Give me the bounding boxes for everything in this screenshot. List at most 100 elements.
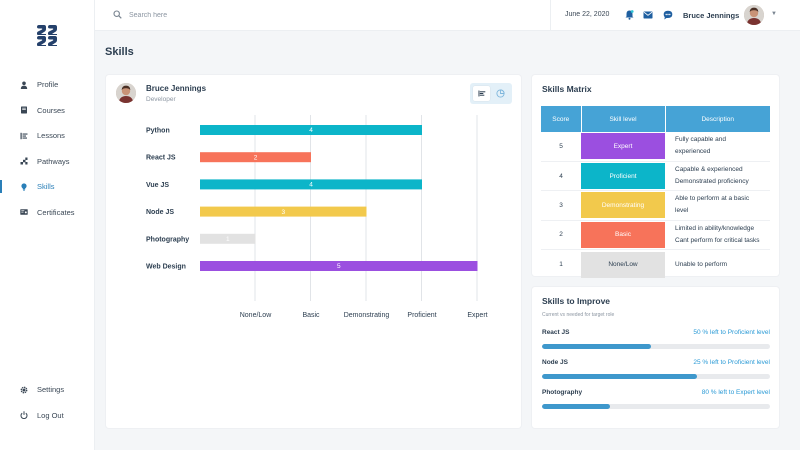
category-label: Photography bbox=[146, 236, 189, 243]
bar[interactable] bbox=[200, 233, 256, 244]
table-row: 5 Expert Fully capable and experienced bbox=[541, 132, 770, 162]
bar[interactable] bbox=[200, 125, 422, 135]
chat-icon[interactable] bbox=[663, 10, 673, 20]
bar-view-button[interactable] bbox=[473, 86, 490, 101]
improve-status: 25 % left to Proficient level bbox=[693, 359, 770, 366]
level-cell: Demonstrating bbox=[581, 190, 665, 221]
sidebar-item-pathways[interactable]: Pathways bbox=[0, 149, 95, 175]
sidebar-item-lessons[interactable]: Lessons bbox=[0, 123, 95, 149]
improve-status: 50 % left to Proficient level bbox=[693, 329, 770, 336]
sidebar-item-skills[interactable]: Skills bbox=[0, 174, 95, 200]
bar-value-label: 2 bbox=[254, 154, 258, 161]
sidebar-item-courses[interactable]: Courses bbox=[0, 98, 95, 124]
sidebar-item-certificates[interactable]: Certificates bbox=[0, 200, 95, 226]
score-cell: 5 bbox=[541, 132, 581, 162]
table-row: 3 Demonstrating Able to perform at a basic… bbox=[541, 190, 770, 221]
progress-track bbox=[542, 344, 770, 349]
description-line: Able to perform at a basic bbox=[675, 195, 750, 203]
improve-status: 80 % left to Expert level bbox=[701, 389, 770, 396]
skill-level-badge: Proficient bbox=[581, 163, 665, 190]
score-cell: 4 bbox=[541, 161, 581, 192]
level-cell: Basic bbox=[581, 220, 665, 251]
skills-matrix-table: Score Skill level Description 5 Expert Ful… bbox=[541, 106, 770, 279]
search-icon bbox=[113, 10, 122, 19]
progress-track bbox=[542, 374, 770, 379]
improve-title: Skills to Improve bbox=[542, 296, 611, 306]
description-cell: Fully capable and experienced bbox=[665, 132, 770, 162]
bar-value-label: 4 bbox=[309, 127, 313, 134]
column-header: Description bbox=[664, 106, 770, 132]
sidebar-item-settings[interactable]: Settings bbox=[0, 377, 95, 403]
profile-name: Bruce Jennings bbox=[146, 84, 207, 93]
description-line: experienced bbox=[675, 148, 711, 156]
description-cell: Able to perform at a basic level bbox=[665, 190, 770, 221]
bar[interactable] bbox=[200, 206, 367, 217]
description-line: Capable & experienced bbox=[675, 166, 743, 174]
sidebar-item-label: Settings bbox=[37, 385, 65, 395]
bell-icon[interactable] bbox=[624, 10, 634, 20]
sidebar-item-label: Profile bbox=[37, 80, 59, 90]
skills-chart-card: Bruce Jennings Developer Python 4 React JS… bbox=[106, 75, 521, 428]
sidebar-item-profile[interactable]: Profile bbox=[0, 72, 95, 98]
bar[interactable] bbox=[200, 179, 422, 190]
description-line: Demonstrated proficiency bbox=[675, 178, 749, 186]
certificate-icon bbox=[20, 208, 28, 216]
bar[interactable] bbox=[200, 152, 311, 163]
bar-chart-icon bbox=[478, 90, 485, 97]
skills-bar-chart: Python 4 React JS 2 Vue JS 4 Node JS 3 Photograp… bbox=[146, 115, 488, 319]
x-tick-label: Proficient bbox=[407, 312, 436, 319]
bar-value-label: 4 bbox=[309, 182, 313, 189]
sidebar-nav: Profile Courses Lessons Pathways Skills bbox=[0, 72, 95, 225]
progress-fill bbox=[542, 404, 611, 409]
view-toggle bbox=[470, 83, 512, 104]
x-tick-label: Basic bbox=[302, 312, 320, 319]
power-icon bbox=[20, 411, 28, 420]
progress-fill bbox=[542, 374, 698, 379]
sidebar: Profile Courses Lessons Pathways Skills bbox=[0, 0, 95, 450]
x-tick-label: None/Low bbox=[240, 312, 272, 319]
skills-to-improve-card: Skills to Improve Current vs needed for … bbox=[532, 287, 779, 428]
description-cell: Capable & experienced Demonstrated profic… bbox=[665, 161, 770, 192]
book-icon bbox=[20, 106, 28, 114]
sidebar-item-label: Lessons bbox=[37, 131, 65, 141]
avatar[interactable] bbox=[744, 5, 764, 25]
improve-skill-label: Photography bbox=[542, 389, 583, 396]
skill-level-badge: Expert bbox=[581, 133, 665, 160]
category-label: React JS bbox=[146, 155, 176, 162]
bulb-icon bbox=[20, 183, 28, 191]
table-row: 4 Proficient Capable & experienced Demonstr… bbox=[541, 161, 770, 192]
level-cell: Expert bbox=[581, 132, 665, 162]
logo-icon[interactable] bbox=[36, 24, 58, 46]
search-input[interactable] bbox=[129, 8, 329, 22]
mail-icon[interactable] bbox=[643, 10, 653, 20]
top-bar: June 22, 2020 Bruce Jennings ▼ bbox=[95, 0, 800, 31]
radar-view-button[interactable] bbox=[492, 86, 509, 101]
sidebar-item-label: Pathways bbox=[37, 156, 70, 166]
user-name[interactable]: Bruce Jennings bbox=[683, 11, 740, 20]
description-line: Limited in ability/knowledge bbox=[675, 224, 755, 232]
pathways-icon bbox=[20, 157, 28, 165]
top-divider bbox=[550, 0, 551, 31]
column-header: Skill level bbox=[580, 106, 665, 132]
x-tick-label: Expert bbox=[467, 312, 487, 319]
chevron-down-icon[interactable]: ▼ bbox=[771, 11, 777, 17]
description-line: Unable to perform bbox=[675, 260, 728, 268]
improve-skill-label: React JS bbox=[542, 329, 570, 336]
x-tick-label: Demonstrating bbox=[344, 312, 390, 319]
sidebar-bottom-nav: Settings Log Out bbox=[0, 377, 95, 428]
category-label: Vue JS bbox=[146, 182, 169, 189]
date-label: June 22, 2020 bbox=[565, 11, 610, 18]
progress-track bbox=[542, 404, 770, 409]
person-icon bbox=[20, 81, 28, 89]
bar-value-label: 5 bbox=[337, 263, 341, 270]
bar-value-label: 3 bbox=[281, 209, 285, 216]
description-cell: Limited in ability/knowledge Cant perform… bbox=[665, 220, 770, 251]
sidebar-item-label: Certificates bbox=[37, 207, 75, 217]
description-line: Fully capable and bbox=[675, 136, 726, 144]
sidebar-item-logout[interactable]: Log Out bbox=[0, 403, 95, 429]
improve-subtitle: Current vs needed for target role bbox=[542, 312, 615, 318]
gear-icon bbox=[20, 386, 28, 394]
bar[interactable] bbox=[200, 261, 478, 271]
score-cell: 2 bbox=[541, 220, 581, 251]
progress-fill bbox=[542, 344, 652, 349]
